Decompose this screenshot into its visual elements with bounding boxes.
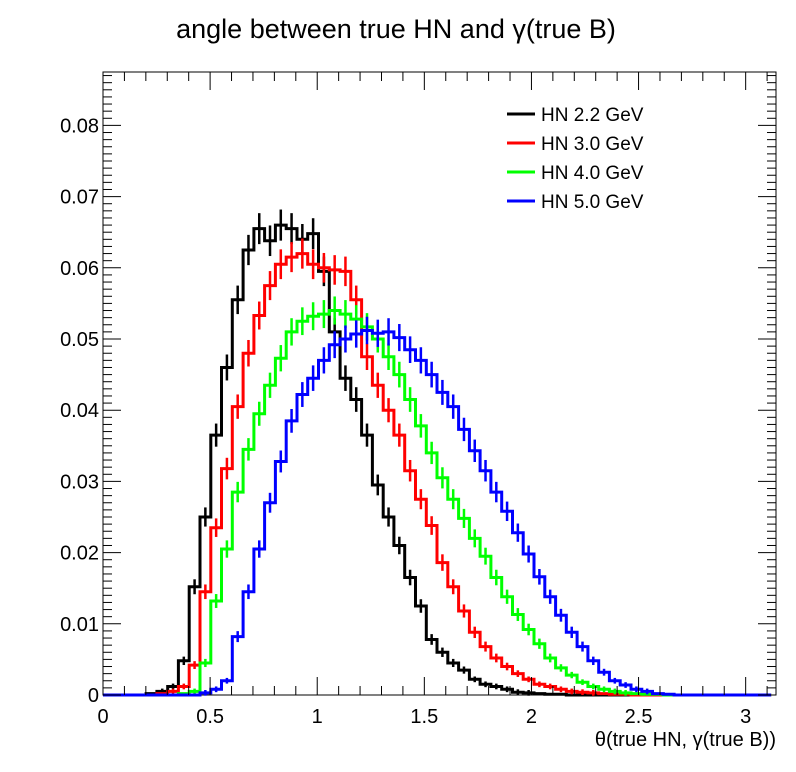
x-tick-label: 2: [526, 706, 537, 728]
legend-label: HN 4.0 GeV: [541, 163, 644, 184]
series-2-histogram: [103, 238, 772, 697]
legend-label: HN 5.0 GeV: [541, 192, 644, 213]
y-tick-label: 0.05: [60, 329, 99, 351]
x-tick-label: 0: [97, 706, 108, 728]
x-tick-label: 1.5: [410, 706, 438, 728]
x-tick-label: 3: [740, 706, 751, 728]
series-3-histogram: [103, 296, 772, 697]
y-tick-label: 0.04: [60, 400, 99, 422]
y-tick-label: 0: [88, 685, 99, 707]
x-tick-label: 1: [312, 706, 323, 728]
legend-label: HN 3.0 GeV: [541, 134, 644, 155]
y-tick-label: 0.03: [60, 471, 99, 493]
plot-frame: [102, 71, 777, 696]
histogram-series-layer: [103, 209, 772, 697]
y-tick-label: 0.06: [60, 258, 99, 280]
series-line: [103, 329, 772, 697]
series-line: [103, 223, 772, 697]
x-axis-label: θ(true HN, γ(true B)): [595, 729, 776, 751]
series-1-histogram: [103, 209, 772, 697]
series-line: [103, 309, 772, 697]
y-tick-label: 0.07: [60, 187, 99, 209]
y-tick-label: 0.01: [60, 614, 99, 636]
y-tick-label: 0.02: [60, 543, 99, 565]
chart-title: angle between true HN and γ(true B): [176, 14, 616, 44]
legend-label: HN 2.2 GeV: [541, 105, 644, 126]
series-line: [103, 252, 772, 697]
axis-ticks: 0 0.5 1 1.5 2 2.5 3 0 0.01 0.02 0.03 0.04 0.05 0.06 0.…: [60, 72, 776, 728]
x-tick-label: 0.5: [196, 706, 224, 728]
series-4-histogram: [103, 316, 772, 697]
legend: HN 2.2 GeV HN 3.0 GeV HN 4.0 GeV HN 5.0 GeV: [507, 105, 644, 213]
y-tick-label: 0.08: [60, 115, 99, 137]
x-tick-label: 2.5: [625, 706, 653, 728]
